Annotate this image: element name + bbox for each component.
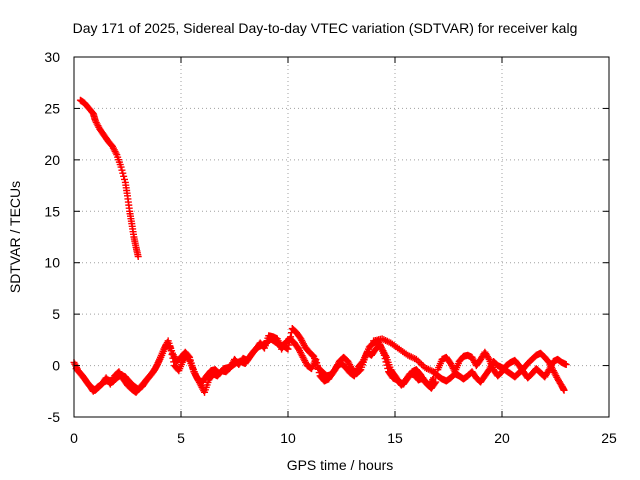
- series-high-branch: [76, 96, 142, 261]
- data-point-marker: [312, 355, 320, 363]
- data-point-marker: [380, 351, 388, 359]
- x-tick-label: 15: [387, 430, 403, 446]
- y-axis-label: SDTVAR / TECUs: [7, 181, 23, 293]
- data-point-marker: [284, 345, 292, 353]
- data-point-marker: [314, 362, 322, 370]
- chart-title: Day 171 of 2025, Sidereal Day-to-day VTE…: [73, 20, 578, 36]
- x-tick-label: 25: [601, 430, 617, 446]
- data-point-marker: [119, 169, 127, 177]
- y-tick-label: 5: [52, 306, 60, 322]
- y-tick-label: 15: [44, 203, 60, 219]
- data-point-marker: [315, 369, 323, 377]
- data-point-marker: [118, 166, 126, 174]
- y-tick-label: 10: [44, 255, 60, 271]
- data-point-marker: [167, 347, 175, 355]
- x-tick-label: 5: [177, 430, 185, 446]
- x-axis-label: GPS time / hours: [287, 457, 394, 473]
- data-point-marker: [166, 343, 174, 351]
- plot-frame: [73, 56, 610, 418]
- data-point-marker: [383, 361, 391, 369]
- data-point-marker: [168, 350, 176, 358]
- x-tick-label: 10: [280, 430, 296, 446]
- y-tick-label: -5: [48, 409, 61, 425]
- series-low-branch-d: [434, 348, 570, 382]
- data-point-marker: [382, 358, 390, 366]
- y-tick-labels: -5 0 5 10 15 20 25 30: [44, 49, 60, 425]
- data-point-marker: [313, 359, 321, 367]
- data-point-marker: [120, 172, 128, 180]
- data-point-marker: [431, 379, 439, 387]
- y-tick-label: 20: [44, 152, 60, 168]
- data-point-marker: [432, 378, 440, 386]
- y-tick-label: 0: [52, 358, 60, 374]
- x-tick-label: 0: [70, 430, 78, 446]
- data-point-marker: [560, 386, 568, 394]
- series-low-branch-b: [72, 332, 440, 396]
- data-point-marker: [562, 361, 570, 369]
- y-tick-label: 25: [44, 100, 60, 116]
- data-point-marker: [121, 175, 129, 183]
- data-point-marker: [134, 253, 142, 261]
- x-tick-label: 20: [494, 430, 510, 446]
- data-point-marker: [169, 354, 177, 362]
- data-point-marker: [170, 358, 178, 366]
- data-point-marker: [314, 365, 322, 373]
- data-point-marker: [117, 163, 125, 171]
- data-point-marker: [381, 355, 389, 363]
- y-tick-label: 30: [44, 49, 60, 65]
- x-tick-labels: 0 5 10 15 20 25: [70, 430, 617, 446]
- data-points: [70, 96, 570, 396]
- axis-ticks: [73, 56, 610, 418]
- data-point-marker: [418, 360, 426, 368]
- data-point-marker: [384, 364, 392, 372]
